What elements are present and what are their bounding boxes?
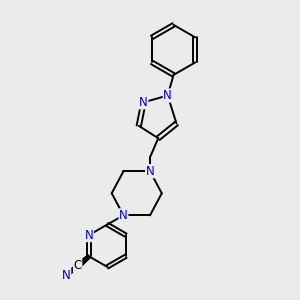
Text: N: N — [85, 229, 93, 242]
Text: N: N — [119, 209, 128, 222]
Text: N: N — [163, 89, 172, 102]
Text: N: N — [139, 96, 148, 109]
Text: C: C — [74, 259, 82, 272]
Text: N: N — [62, 269, 71, 282]
Text: N: N — [146, 165, 154, 178]
